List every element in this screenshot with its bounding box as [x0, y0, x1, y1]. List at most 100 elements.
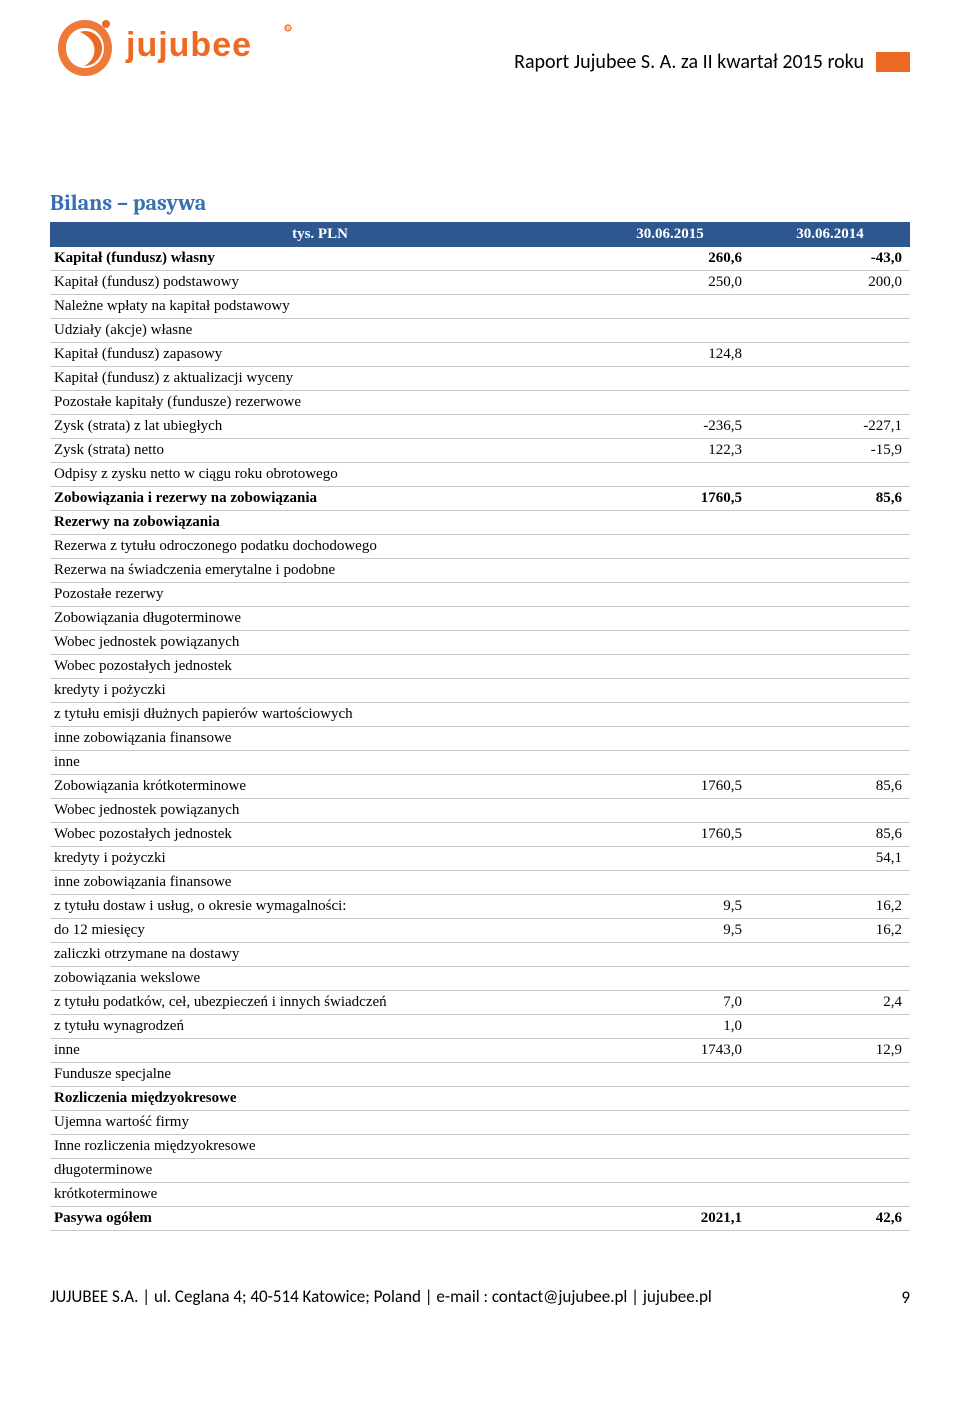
- row-value-2015: [590, 1111, 750, 1135]
- table-row: Pasywa ogółem2021,142,6: [50, 1207, 910, 1231]
- row-value-2015: [590, 967, 750, 991]
- footer-text: JUJUBEE S.A. | ul. Ceglana 4; 40-514 Kat…: [50, 1286, 712, 1308]
- row-value-2015: 1760,5: [590, 823, 750, 847]
- row-value-2014: [750, 1063, 910, 1087]
- table-row: Odpisy z zysku netto w ciągu roku obroto…: [50, 463, 910, 487]
- svg-text:jujubee: jujubee: [125, 26, 252, 64]
- table-row: z tytułu dostaw i usług, o okresie wymag…: [50, 895, 910, 919]
- table-row: Zobowiązania i rezerwy na zobowiązania17…: [50, 487, 910, 511]
- row-value-2014: [750, 511, 910, 535]
- row-label: inne zobowiązania finansowe: [50, 727, 590, 751]
- row-label: z tytułu dostaw i usług, o okresie wymag…: [50, 895, 590, 919]
- row-value-2014: 85,6: [750, 823, 910, 847]
- row-label: Pozostałe kapitały (fundusze) rezerwowe: [50, 391, 590, 415]
- table-row: Rozliczenia międzyokresowe: [50, 1087, 910, 1111]
- row-value-2015: [590, 631, 750, 655]
- row-value-2014: [750, 655, 910, 679]
- table-row: Udziały (akcje) własne: [50, 319, 910, 343]
- table-row: z tytułu podatków, ceł, ubezpieczeń i in…: [50, 991, 910, 1015]
- row-value-2014: 85,6: [750, 775, 910, 799]
- row-label: Zobowiązania krótkoterminowe: [50, 775, 590, 799]
- row-value-2014: [750, 943, 910, 967]
- row-value-2015: 7,0: [590, 991, 750, 1015]
- table-row: kredyty i pożyczki54,1: [50, 847, 910, 871]
- row-value-2015: -236,5: [590, 415, 750, 439]
- col-2015: 30.06.2015: [590, 222, 750, 247]
- row-value-2015: [590, 391, 750, 415]
- table-row: Wobec pozostałych jednostek1760,585,6: [50, 823, 910, 847]
- report-title-wrap: Raport Jujubee S. A. za II kwartał 2015 …: [514, 50, 910, 74]
- row-value-2014: [750, 751, 910, 775]
- row-label: Ujemna wartość firmy: [50, 1111, 590, 1135]
- table-row: Kapitał (fundusz) zapasowy124,8: [50, 343, 910, 367]
- col-label: tys. PLN: [50, 222, 590, 247]
- row-value-2014: [750, 1087, 910, 1111]
- row-value-2015: [590, 751, 750, 775]
- table-row: Zobowiązania krótkoterminowe1760,585,6: [50, 775, 910, 799]
- row-value-2015: [590, 535, 750, 559]
- row-value-2014: 12,9: [750, 1039, 910, 1063]
- row-value-2014: [750, 391, 910, 415]
- table-row: Ujemna wartość firmy: [50, 1111, 910, 1135]
- row-value-2014: [750, 1111, 910, 1135]
- row-label: inne: [50, 1039, 590, 1063]
- table-row: Wobec pozostałych jednostek: [50, 655, 910, 679]
- table-row: inne zobowiązania finansowe: [50, 871, 910, 895]
- row-value-2014: [750, 871, 910, 895]
- row-label: do 12 miesięcy: [50, 919, 590, 943]
- row-label: długoterminowe: [50, 1159, 590, 1183]
- row-value-2014: [750, 679, 910, 703]
- row-value-2014: 200,0: [750, 271, 910, 295]
- row-label: zaliczki otrzymane na dostawy: [50, 943, 590, 967]
- table-row: Zysk (strata) z lat ubiegłych-236,5-227,…: [50, 415, 910, 439]
- table-header-row: tys. PLN 30.06.2015 30.06.2014: [50, 222, 910, 247]
- row-value-2015: 1760,5: [590, 775, 750, 799]
- row-label: Wobec jednostek powiązanych: [50, 799, 590, 823]
- row-value-2015: 260,6: [590, 247, 750, 271]
- row-value-2015: [590, 679, 750, 703]
- row-value-2014: [750, 583, 910, 607]
- table-row: Pozostałe kapitały (fundusze) rezerwowe: [50, 391, 910, 415]
- row-label: zobowiązania wekslowe: [50, 967, 590, 991]
- row-value-2015: [590, 511, 750, 535]
- row-value-2015: 2021,1: [590, 1207, 750, 1231]
- row-value-2014: [750, 703, 910, 727]
- row-label: Udziały (akcje) własne: [50, 319, 590, 343]
- row-label: Wobec pozostałych jednostek: [50, 823, 590, 847]
- table-row: Rezerwy na zobowiązania: [50, 511, 910, 535]
- row-value-2015: [590, 1063, 750, 1087]
- row-label: Odpisy z zysku netto w ciągu roku obroto…: [50, 463, 590, 487]
- table-row: Kapitał (fundusz) z aktualizacji wyceny: [50, 367, 910, 391]
- row-label: Fundusze specjalne: [50, 1063, 590, 1087]
- row-value-2015: 9,5: [590, 895, 750, 919]
- row-value-2015: [590, 943, 750, 967]
- table-row: Kapitał (fundusz) własny260,6-43,0: [50, 247, 910, 271]
- table-row: Zysk (strata) netto122,3-15,9: [50, 439, 910, 463]
- row-value-2015: [590, 655, 750, 679]
- row-value-2015: [590, 295, 750, 319]
- row-value-2015: 122,3: [590, 439, 750, 463]
- row-value-2015: [590, 871, 750, 895]
- row-label: Rezerwa na świadczenia emerytalne i podo…: [50, 559, 590, 583]
- report-title: Raport Jujubee S. A. za II kwartał 2015 …: [514, 50, 864, 74]
- table-row: zaliczki otrzymane na dostawy: [50, 943, 910, 967]
- row-value-2015: [590, 703, 750, 727]
- table-row: Zobowiązania długoterminowe: [50, 607, 910, 631]
- row-value-2014: [750, 463, 910, 487]
- table-row: Fundusze specjalne: [50, 1063, 910, 1087]
- row-value-2015: 9,5: [590, 919, 750, 943]
- row-value-2015: [590, 463, 750, 487]
- row-value-2014: 16,2: [750, 895, 910, 919]
- table-row: Należne wpłaty na kapitał podstawowy: [50, 295, 910, 319]
- row-value-2014: [750, 607, 910, 631]
- table-row: Wobec jednostek powiązanych: [50, 799, 910, 823]
- row-value-2015: [590, 559, 750, 583]
- row-value-2014: [750, 1183, 910, 1207]
- row-value-2014: [750, 967, 910, 991]
- table-row: do 12 miesięcy9,516,2: [50, 919, 910, 943]
- row-label: kredyty i pożyczki: [50, 679, 590, 703]
- table-row: Kapitał (fundusz) podstawowy250,0200,0: [50, 271, 910, 295]
- row-label: Rezerwy na zobowiązania: [50, 511, 590, 535]
- section-title: Bilans – pasywa: [50, 190, 910, 216]
- row-value-2015: [590, 1087, 750, 1111]
